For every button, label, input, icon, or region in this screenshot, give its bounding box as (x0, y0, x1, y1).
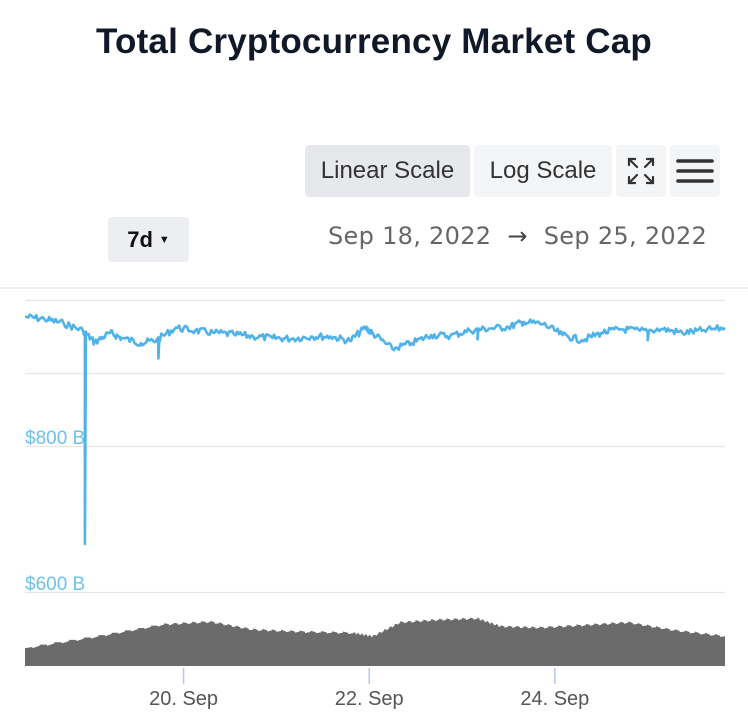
chart-toolbar: Linear Scale Log Scale (305, 145, 720, 197)
y-tick-label: $800 B (25, 428, 85, 449)
chart-title: Total Cryptocurrency Market Cap (96, 22, 652, 61)
date-range-start[interactable]: Sep 18, 2022 (328, 222, 492, 250)
fullscreen-icon (627, 157, 655, 185)
range-label: 7d (127, 226, 153, 252)
chart-menu-button[interactable] (670, 145, 720, 197)
date-range: Sep 18, 2022 → Sep 25, 2022 (328, 222, 707, 250)
x-tick-label: 22. Sep (335, 688, 404, 710)
fullscreen-button[interactable] (616, 145, 666, 197)
x-tick-label: 24. Sep (520, 688, 589, 710)
volume-area (25, 617, 725, 666)
arrow-right-icon: → (507, 222, 528, 250)
x-tick-label: 20. Sep (149, 688, 218, 710)
hamburger-icon (676, 159, 714, 183)
range-selector-button[interactable]: 7d ▼ (108, 217, 189, 262)
y-tick-label: $600 B (25, 574, 85, 595)
date-range-end[interactable]: Sep 25, 2022 (543, 222, 708, 250)
market-cap-line (24, 313, 726, 546)
linear-scale-button[interactable]: Linear Scale (305, 145, 470, 197)
log-scale-button[interactable]: Log Scale (474, 145, 612, 197)
caret-down-icon: ▼ (158, 233, 170, 246)
